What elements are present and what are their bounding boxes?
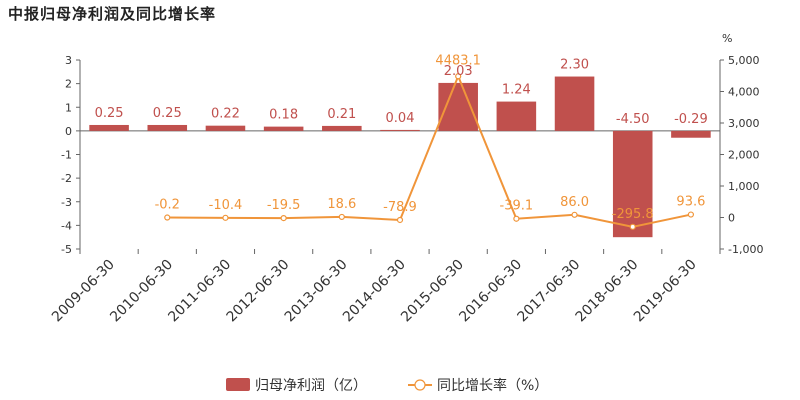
bar-value-label: 2.03: [444, 64, 473, 79]
bar[interactable]: [205, 125, 246, 131]
y-right-tick-label: 0: [728, 212, 735, 225]
bar-value-label: -4.50: [616, 112, 650, 127]
x-tick-label: 2019-06-30: [631, 257, 700, 326]
y-right-unit: %: [722, 32, 732, 45]
bar[interactable]: [554, 76, 595, 131]
growth-value-label: 86.0: [560, 195, 589, 210]
y-right-tick-label: 4,000: [728, 86, 760, 99]
labels-layer: 0.25 0.25 0.22 0.18 0.21 0.04 2.03 1.24 2.30 -4.5…: [95, 53, 708, 222]
growth-value-label: -78.9: [383, 200, 417, 215]
growth-value-label: -0.2: [155, 198, 180, 213]
y-right-tick-label: -1,000: [728, 243, 763, 256]
bar-value-label: 0.04: [386, 111, 415, 126]
bar-value-label: 0.25: [153, 106, 182, 121]
growth-value-label: 18.6: [327, 197, 356, 212]
y-left-tick-label: 2: [65, 78, 72, 91]
y-left-tick-label: -3: [61, 196, 72, 209]
legend-line-marker[interactable]: [414, 379, 426, 391]
y-left-tick-label: 3: [65, 54, 72, 67]
y-left-tick-label: -4: [61, 219, 72, 232]
bars-layer: [89, 76, 711, 238]
bar[interactable]: [438, 82, 478, 131]
growth-value-label: -10.4: [209, 198, 243, 213]
y-left-tick-label: 0: [65, 125, 72, 138]
bar[interactable]: [147, 124, 188, 131]
chart-title: 中报归母净利润及同比增长率: [8, 5, 217, 23]
growth-point[interactable]: [629, 223, 636, 230]
y-left-tick-label: -1: [61, 149, 72, 162]
legend[interactable]: 归母净利润（亿） 同比增长率（%）: [226, 377, 548, 394]
growth-point[interactable]: [455, 73, 462, 80]
bar[interactable]: [612, 130, 653, 238]
growth-point[interactable]: [280, 215, 287, 222]
growth-value-label: 93.6: [676, 195, 705, 210]
bar-value-label: 0.21: [327, 107, 356, 122]
bar[interactable]: [322, 125, 362, 131]
growth-value-label: -39.1: [500, 199, 534, 214]
bar-value-label: 1.24: [502, 83, 531, 98]
growth-point[interactable]: [687, 211, 695, 218]
growth-line: [167, 73, 692, 228]
legend-bar-swatch[interactable]: [226, 378, 250, 391]
line-layer: [164, 73, 695, 230]
y-left-tick-label: -5: [61, 243, 72, 256]
growth-point[interactable]: [571, 211, 578, 218]
growth-value-label: 4483.1: [435, 53, 481, 68]
bar-value-label: 0.18: [269, 108, 298, 123]
bar-value-label: -0.29: [674, 112, 708, 127]
bar[interactable]: [263, 126, 304, 131]
growth-point[interactable]: [222, 214, 229, 221]
legend-line-label[interactable]: 同比增长率（%）: [437, 377, 548, 394]
growth-point[interactable]: [338, 213, 345, 221]
bar-value-label: 0.22: [211, 107, 240, 122]
growth-point[interactable]: [164, 214, 171, 221]
bar[interactable]: [380, 129, 420, 131]
y-left-tick-label: -2: [61, 172, 72, 185]
bar[interactable]: [671, 130, 711, 138]
y-right-tick-label: 3,000: [728, 117, 760, 130]
y-left-tick-label: 1: [65, 101, 72, 114]
y-right-tick-label: 5,000: [728, 54, 760, 67]
growth-point[interactable]: [396, 216, 404, 224]
growth-point[interactable]: [513, 215, 520, 222]
y-right-tick-label: 2,000: [728, 149, 760, 162]
growth-value-label: -19.5: [267, 198, 301, 213]
bar[interactable]: [89, 124, 129, 131]
bar[interactable]: [496, 101, 537, 131]
bar-value-label: 0.25: [95, 106, 124, 121]
y-right-tick-label: 1,000: [728, 180, 760, 193]
bar-value-label: 2.30: [560, 58, 589, 73]
growth-value-label: -295.8: [612, 207, 654, 222]
axes-layer: 3 2 1 0 -1 -2 -3 -4 -5 5,000 4,000 3,000 2,000 1,000 0…: [49, 32, 763, 325]
legend-bar-label[interactable]: 归母净利润（亿）: [255, 377, 367, 394]
